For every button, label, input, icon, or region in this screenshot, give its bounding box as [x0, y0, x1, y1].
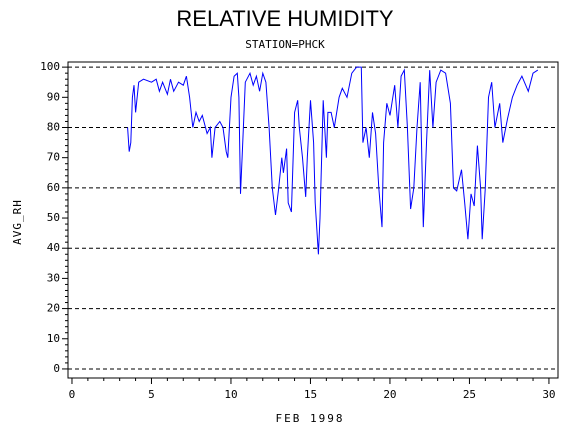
- y-axis-label: AVG_RH: [11, 199, 24, 245]
- data-line: [127, 66, 539, 255]
- y-tick-label: 20: [47, 302, 60, 315]
- x-tick-label: 15: [304, 388, 317, 401]
- x-tick-label: 10: [224, 388, 237, 401]
- x-tick-label: 5: [148, 388, 155, 401]
- y-tick-label: 0: [53, 362, 60, 375]
- y-tick-label: 70: [47, 151, 60, 164]
- plot-frame: [67, 61, 559, 379]
- y-tick-label: 50: [47, 211, 60, 224]
- chart-subtitle: STATION=PHCK: [245, 38, 325, 51]
- chart-title: RELATIVE HUMIDITY: [176, 6, 394, 31]
- y-tick-label: 40: [47, 241, 60, 254]
- x-axis-label: FEB 1998: [276, 412, 345, 425]
- y-tick-label: 10: [47, 332, 60, 345]
- x-tick-label: 0: [69, 388, 76, 401]
- y-tick-label: 60: [47, 181, 60, 194]
- y-tick-label: 90: [47, 90, 60, 103]
- y-tick-label: 100: [40, 60, 60, 73]
- y-tick-label: 30: [47, 271, 60, 284]
- x-tick-label: 25: [463, 388, 476, 401]
- x-tick-label: 30: [542, 388, 555, 401]
- x-tick-label: 20: [383, 388, 396, 401]
- y-tick-label: 80: [47, 120, 60, 133]
